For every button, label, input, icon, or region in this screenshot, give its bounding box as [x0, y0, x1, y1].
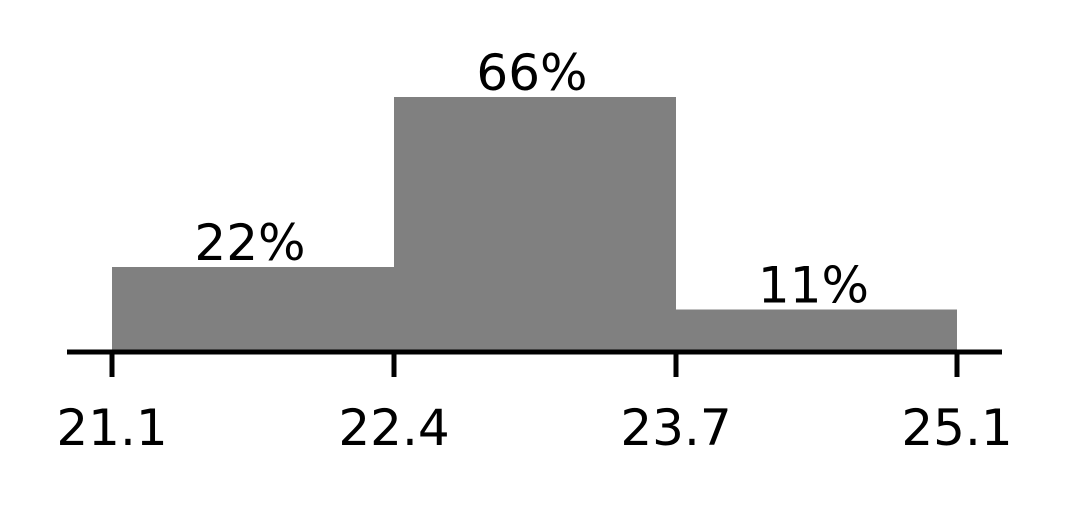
histogram-bar: [394, 97, 676, 352]
histogram-bar: [676, 309, 957, 352]
x-tick-label: 23.7: [620, 399, 731, 457]
bars-group: [112, 97, 957, 352]
x-tick-label: 25.1: [901, 399, 1012, 457]
bar-labels-group: 22% 66% 11%: [194, 44, 869, 315]
histogram-bar: [112, 267, 394, 352]
x-ticks-group: [109, 352, 960, 377]
bar-value-label: 22%: [194, 214, 305, 272]
x-tick-label: 22.4: [338, 399, 449, 457]
bar-value-label: 66%: [476, 44, 587, 102]
bar-value-label: 11%: [758, 257, 869, 315]
x-tick-label: 21.1: [56, 399, 167, 457]
x-tick-labels-group: 21.1 22.4 23.7 25.1: [56, 399, 1012, 457]
